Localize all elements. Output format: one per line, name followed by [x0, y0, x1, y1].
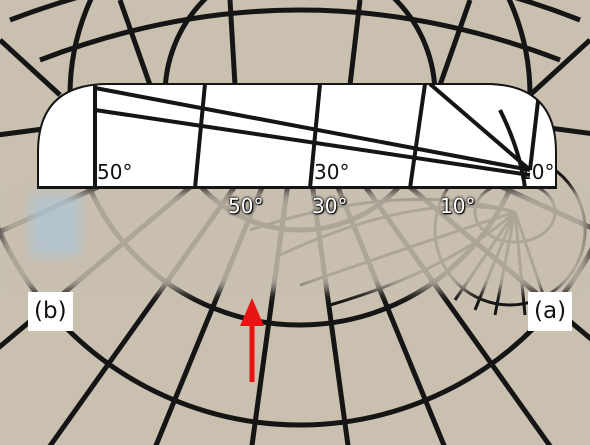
panel-label-a: (a)	[528, 292, 573, 331]
lower-label-30: 30°	[312, 194, 348, 218]
dome-overlay	[37, 83, 557, 189]
red-arrow-icon	[240, 298, 264, 382]
blue-glare	[30, 195, 80, 255]
lower-label-50: 50°	[228, 194, 264, 218]
upper-label-50: 50°	[97, 160, 133, 184]
top-grid-arcs	[0, 0, 590, 97]
upper-label-30: 30°	[314, 160, 350, 184]
upper-label-10: 10°	[519, 160, 555, 184]
dome-grid	[38, 84, 556, 188]
panel-label-b: (b)	[28, 292, 73, 331]
lower-label-10: 10°	[440, 194, 476, 218]
blur-band	[0, 190, 590, 290]
